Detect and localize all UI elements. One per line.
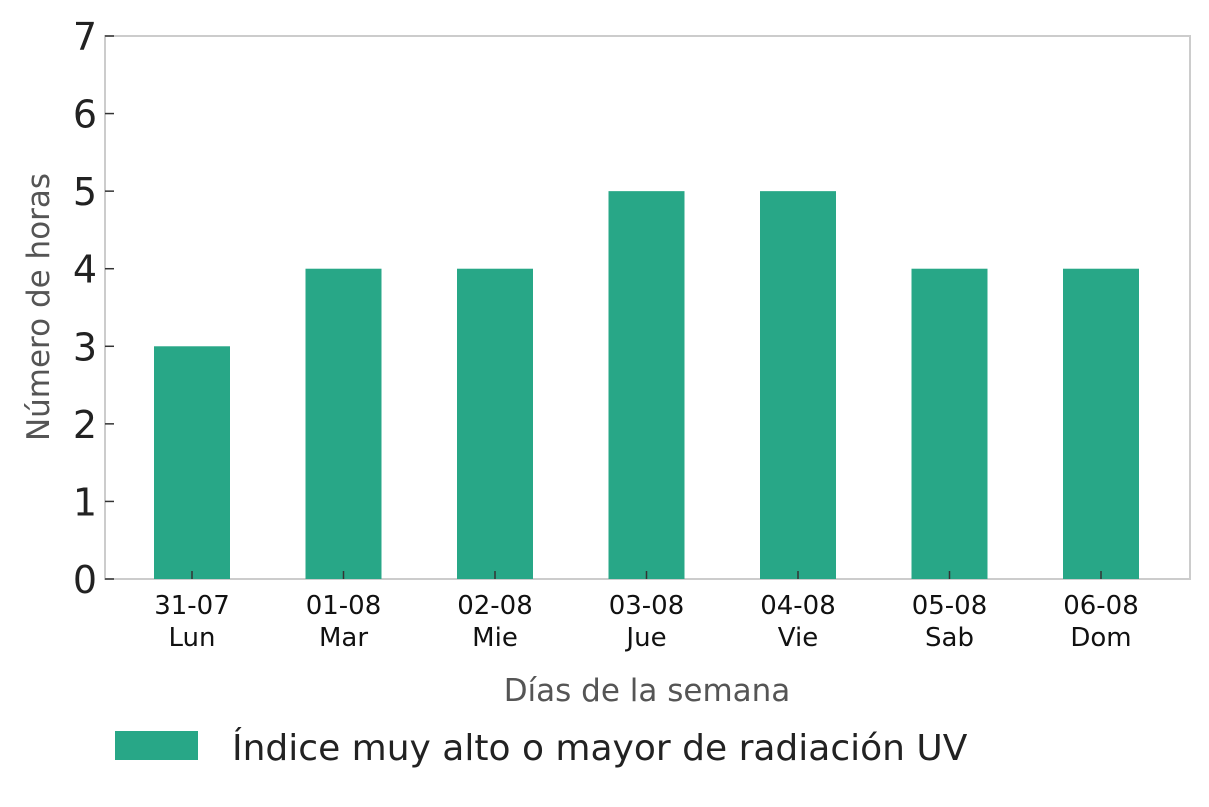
x-tick-label: 04-08: [760, 591, 836, 621]
x-tick-label: Dom: [1070, 623, 1131, 653]
x-tick-label: Sab: [925, 623, 974, 653]
y-tick-label: 0: [73, 558, 97, 602]
bar: [1063, 268, 1139, 579]
bar: [911, 268, 988, 579]
y-ticks-group: 0 1 2 3 4 5 6 7: [73, 15, 114, 602]
x-tick-label: 02-08: [457, 591, 533, 621]
x-tick-label: 01-08: [306, 591, 382, 621]
y-tick-label: 2: [73, 403, 97, 447]
legend: Índice muy alto o mayor de radiación UV: [115, 727, 968, 769]
x-tick-label: 06-08: [1063, 591, 1139, 621]
y-tick-label: 1: [73, 480, 97, 524]
x-tick-label: 03-08: [609, 591, 685, 621]
bar: [608, 191, 685, 579]
x-tick-label: Lun: [169, 623, 216, 653]
bar: [760, 191, 836, 579]
bar: [305, 268, 382, 579]
y-tick-label: 7: [73, 15, 97, 59]
x-tick-label: 05-08: [912, 591, 988, 621]
x-tick-label: Vie: [778, 623, 818, 653]
y-tick-label: 6: [73, 93, 97, 137]
bar: [457, 268, 533, 579]
y-tick-label: 5: [73, 170, 97, 214]
legend-label: Índice muy alto o mayor de radiación UV: [232, 727, 968, 769]
x-tick-label: 31-07: [154, 591, 230, 621]
y-tick-label: 3: [73, 325, 97, 369]
bars-group: [154, 191, 1139, 579]
x-tick-label: Jue: [624, 623, 666, 653]
x-tick-label: Mar: [319, 623, 368, 653]
y-axis-title: Número de horas: [21, 173, 57, 441]
legend-swatch: [115, 731, 198, 760]
x-axis-title: Días de la semana: [504, 673, 791, 709]
x-tick-label: Mie: [472, 623, 518, 653]
bar: [154, 346, 230, 579]
y-tick-label: 4: [73, 248, 97, 292]
